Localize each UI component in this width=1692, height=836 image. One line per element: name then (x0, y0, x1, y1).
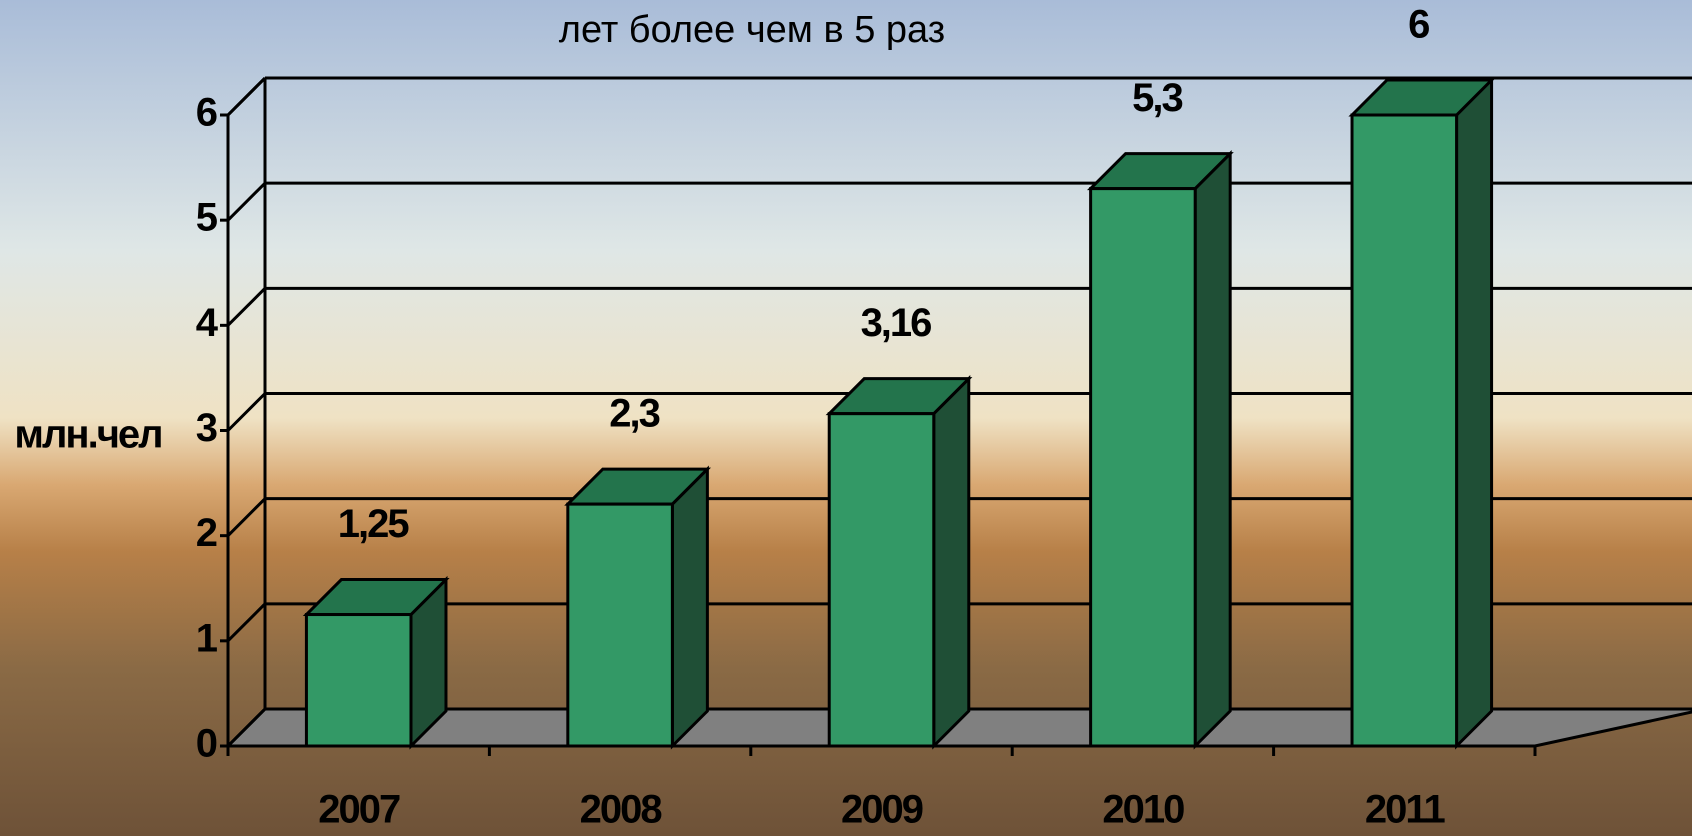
value-label: 3,16 (861, 301, 932, 345)
y-tick-label: 4 (196, 301, 219, 345)
x-tick-label: 2008 (580, 788, 663, 832)
bar (306, 615, 411, 746)
y-tick-label: 0 (196, 722, 217, 766)
x-tick-label: 2009 (841, 788, 923, 832)
bar-side (1457, 80, 1492, 746)
bar-side (1195, 154, 1230, 746)
chart-title: лет более чем в 5 раз (559, 9, 945, 51)
y-tick-label: 2 (196, 511, 217, 555)
value-label: 5,3 (1132, 76, 1182, 120)
y-tick-label: 1 (196, 616, 218, 660)
bar (829, 414, 934, 746)
y-axis-label: млн.чел (14, 413, 161, 457)
chart: лет более чем в 5 раз млн.чел 0 1 2 3 4 5 6 200… (0, 0, 1692, 836)
value-label: 1,25 (338, 502, 410, 546)
bar-side (672, 469, 707, 746)
bar-side (934, 379, 969, 746)
x-tick-label: 2007 (318, 788, 400, 832)
page: лет более чем в 5 раз млн.чел 0 1 2 3 4 5 6 200… (0, 0, 1692, 836)
bar (1352, 115, 1457, 746)
value-label: 6 (1408, 3, 1429, 47)
x-tick-label: 2011 (1365, 788, 1446, 832)
x-tick-label: 2010 (1102, 788, 1184, 832)
bar (1091, 189, 1196, 746)
y-tick-label: 6 (196, 91, 217, 135)
value-label: 2,3 (609, 392, 659, 436)
y-tick-label: 5 (196, 196, 218, 240)
y-tick-label: 3 (196, 406, 217, 450)
bar (568, 504, 673, 746)
